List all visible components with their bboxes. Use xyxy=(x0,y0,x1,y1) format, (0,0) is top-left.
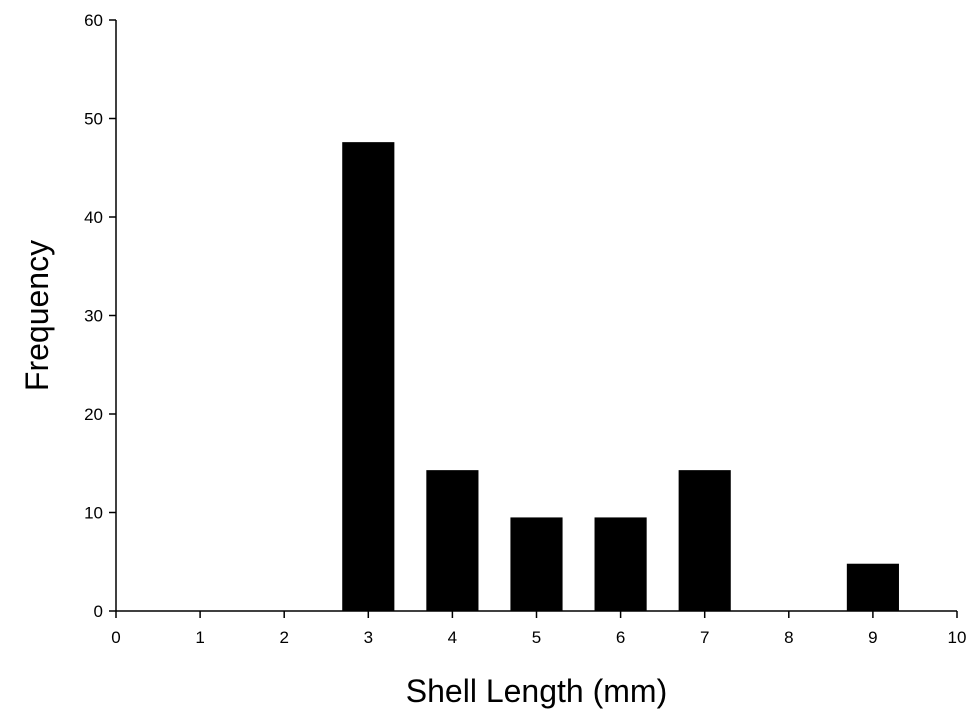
x-tick-label: 10 xyxy=(948,628,967,647)
x-tick-label: 2 xyxy=(279,628,288,647)
x-tick-label: 9 xyxy=(868,628,877,647)
y-tick-label: 10 xyxy=(84,504,103,523)
x-tick-label: 3 xyxy=(364,628,373,647)
y-tick-label: 20 xyxy=(84,405,103,424)
bar-9 xyxy=(846,563,899,611)
y-tick-label: 50 xyxy=(84,110,103,129)
x-tick-label: 7 xyxy=(700,628,709,647)
y-tick-label: 0 xyxy=(94,602,103,621)
bar-4 xyxy=(426,470,479,611)
bar-6 xyxy=(594,517,647,611)
bars-group xyxy=(342,142,899,611)
x-tick-label: 5 xyxy=(532,628,541,647)
x-tick-label: 1 xyxy=(195,628,204,647)
y-axis-title: Frequency xyxy=(19,240,55,391)
x-tick-label: 8 xyxy=(784,628,793,647)
y-ticks-group: 0 10 20 30 40 50 60 xyxy=(84,11,116,621)
y-tick-label: 60 xyxy=(84,11,103,30)
x-tick-label: 6 xyxy=(616,628,625,647)
x-ticks-group: 0 1 2 3 4 5 6 7 8 9 10 xyxy=(111,611,966,647)
x-axis-title: Shell Length (mm) xyxy=(406,673,667,709)
x-tick-label: 4 xyxy=(448,628,457,647)
bar-5 xyxy=(510,517,563,611)
x-tick-label: 0 xyxy=(111,628,120,647)
bar-3 xyxy=(342,142,395,611)
y-tick-label: 40 xyxy=(84,208,103,227)
y-tick-label: 30 xyxy=(84,307,103,326)
bar-7 xyxy=(678,470,731,611)
